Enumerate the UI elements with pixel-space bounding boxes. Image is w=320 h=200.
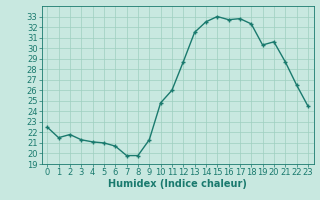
X-axis label: Humidex (Indice chaleur): Humidex (Indice chaleur) (108, 179, 247, 189)
